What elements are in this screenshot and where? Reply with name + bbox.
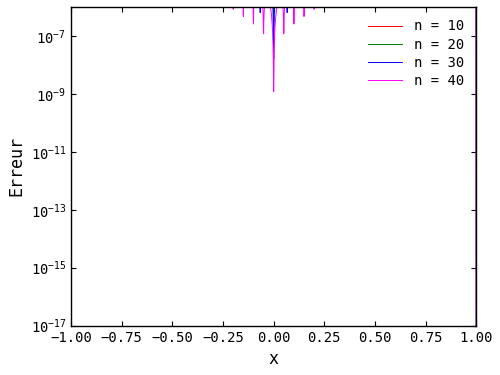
n = 40 xyxy=(474,323,480,328)
n = 30 xyxy=(474,323,480,328)
n = 10 xyxy=(474,323,480,328)
Legend: n = 10, n = 20, n = 30, n = 40: n = 10, n = 20, n = 30, n = 40 xyxy=(362,14,470,93)
Line: n = 20: n = 20 xyxy=(71,0,476,326)
n = 40 xyxy=(68,323,74,328)
Y-axis label: Erreur: Erreur xyxy=(7,136,25,196)
Line: n = 30: n = 30 xyxy=(71,0,476,326)
n = 20 xyxy=(474,323,480,328)
n = 10 xyxy=(68,323,74,328)
X-axis label: x: x xyxy=(268,350,278,368)
Line: n = 40: n = 40 xyxy=(71,0,476,326)
Line: n = 10: n = 10 xyxy=(71,0,476,326)
n = 30 xyxy=(68,323,74,328)
n = 20 xyxy=(68,323,74,328)
